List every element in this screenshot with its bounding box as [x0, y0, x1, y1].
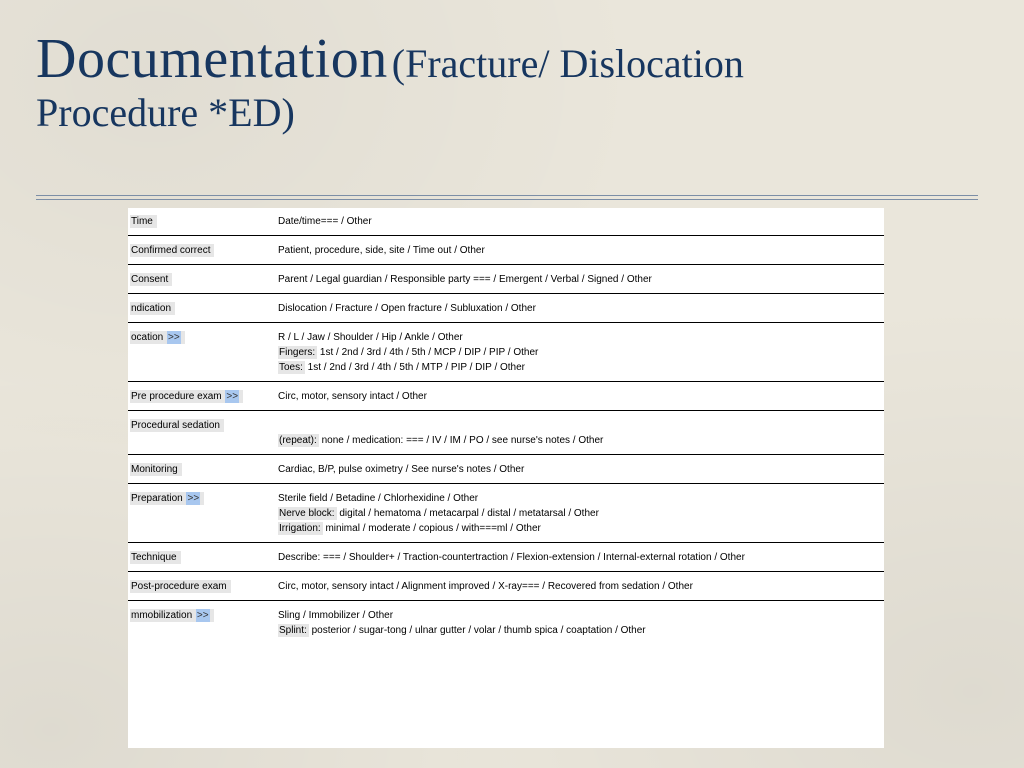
inline-tag-splint: Splint: — [278, 624, 309, 637]
inline-tag-fingers: Fingers: — [278, 346, 317, 359]
row-label: mmobilization — [131, 610, 192, 621]
row-label: ndication — [130, 302, 175, 315]
row-label: ocation — [131, 332, 163, 343]
row-label: Monitoring — [130, 463, 182, 476]
row-value: Parent / Legal guardian / Responsible pa… — [278, 272, 884, 287]
row-value: Sling / Immobilizer / Other Splint: post… — [278, 608, 884, 638]
row-value: Circ, motor, sensory intact / Other — [278, 389, 884, 404]
row-consent: Consent Parent / Legal guardian / Respon… — [128, 265, 884, 294]
row-value: (repeat): none / medication: === / IV / … — [278, 418, 884, 448]
row-label: Confirmed correct — [130, 244, 214, 257]
row-procedural-sedation: Procedural sedation (repeat): none / med… — [128, 411, 884, 455]
row-time: Time Date/time=== / Other — [128, 208, 884, 236]
row-label: Pre procedure exam — [131, 391, 222, 402]
inline-tag-nerve-block: Nerve block: — [278, 507, 337, 520]
inline-tag-irrigation: Irrigation: — [278, 522, 323, 535]
title-underline — [36, 195, 978, 201]
documentation-table: Time Date/time=== / Other Confirmed corr… — [128, 208, 884, 748]
row-label: Time — [130, 215, 157, 228]
expand-icon[interactable]: >> — [167, 331, 181, 344]
row-technique: Technique Describe: === / Shoulder+ / Tr… — [128, 543, 884, 572]
row-monitoring: Monitoring Cardiac, B/P, pulse oximetry … — [128, 455, 884, 484]
title-sub-2: Procedure *ED) — [36, 90, 295, 135]
row-confirmed-correct: Confirmed correct Patient, procedure, si… — [128, 236, 884, 265]
row-label: Procedural sedation — [130, 419, 224, 432]
row-label: Post-procedure exam — [130, 580, 231, 593]
row-label: Technique — [130, 551, 181, 564]
inline-tag-toes: Toes: — [278, 361, 305, 374]
row-pre-procedure-exam: Pre procedure exam >> Circ, motor, senso… — [128, 382, 884, 411]
row-preparation: Preparation >> Sterile field / Betadine … — [128, 484, 884, 543]
row-value: R / L / Jaw / Shoulder / Hip / Ankle / O… — [278, 330, 884, 375]
row-location: ocation >> R / L / Jaw / Shoulder / Hip … — [128, 323, 884, 382]
title-main: Documentation — [36, 28, 388, 90]
row-immobilization: mmobilization >> Sling / Immobilizer / O… — [128, 601, 884, 644]
row-post-procedure-exam: Post-procedure exam Circ, motor, sensory… — [128, 572, 884, 601]
inline-tag-repeat: (repeat): — [278, 434, 319, 447]
slide-title: Documentation (Fracture/ Dislocation Pro… — [36, 30, 978, 136]
expand-icon[interactable]: >> — [225, 390, 239, 403]
row-label: Preparation — [131, 493, 183, 504]
row-value: Circ, motor, sensory intact / Alignment … — [278, 579, 884, 594]
row-value: Cardiac, B/P, pulse oximetry / See nurse… — [278, 462, 884, 477]
title-sub-1: (Fracture/ Dislocation — [392, 41, 744, 86]
expand-icon[interactable]: >> — [196, 609, 210, 622]
row-label: Consent — [130, 273, 172, 286]
row-value: Dislocation / Fracture / Open fracture /… — [278, 301, 884, 316]
row-value: Describe: === / Shoulder+ / Traction-cou… — [278, 550, 884, 565]
row-indication: ndication Dislocation / Fracture / Open … — [128, 294, 884, 323]
row-value: Date/time=== / Other — [278, 214, 884, 229]
expand-icon[interactable]: >> — [186, 492, 200, 505]
row-value: Patient, procedure, side, site / Time ou… — [278, 243, 884, 258]
row-value: Sterile field / Betadine / Chlorhexidine… — [278, 491, 884, 536]
